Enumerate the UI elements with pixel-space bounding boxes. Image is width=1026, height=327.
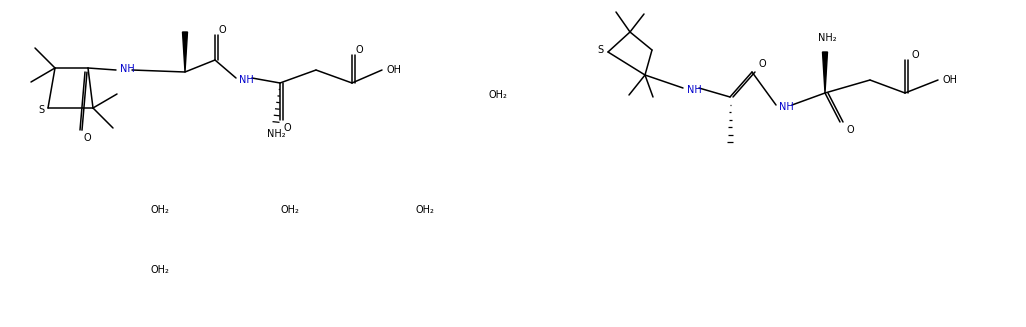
Text: NH: NH [239, 75, 253, 85]
Text: O: O [911, 50, 919, 60]
Text: NH: NH [120, 64, 134, 74]
Text: O: O [219, 25, 226, 35]
Text: O: O [83, 133, 91, 143]
Text: OH₂: OH₂ [488, 90, 508, 100]
Text: S: S [597, 45, 603, 55]
Text: S: S [38, 105, 44, 115]
Text: OH₂: OH₂ [416, 205, 434, 215]
Text: NH₂: NH₂ [267, 129, 285, 139]
Text: OH₂: OH₂ [151, 205, 169, 215]
Text: OH: OH [943, 75, 957, 85]
Text: O: O [758, 59, 765, 69]
Text: O: O [355, 45, 363, 55]
Text: NH₂: NH₂ [818, 33, 836, 43]
Text: NH: NH [686, 85, 702, 95]
Text: NH: NH [779, 102, 793, 112]
Text: O: O [846, 125, 854, 135]
Polygon shape [823, 52, 828, 93]
Text: OH₂: OH₂ [280, 205, 300, 215]
Polygon shape [183, 32, 188, 72]
Text: OH₂: OH₂ [151, 265, 169, 275]
Text: O: O [283, 123, 290, 133]
Text: OH: OH [387, 65, 401, 75]
